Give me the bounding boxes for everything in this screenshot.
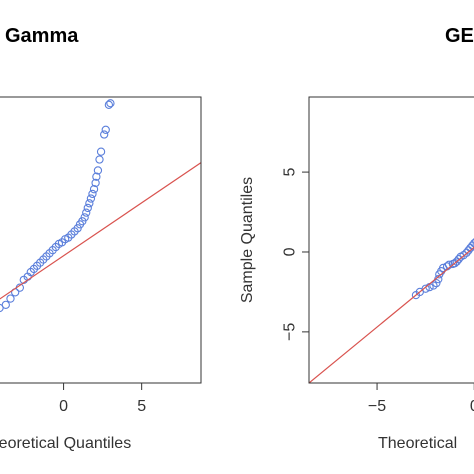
sample-point <box>83 203 92 213</box>
sample-point <box>88 189 97 199</box>
ge-title: GE <box>445 25 474 47</box>
gamma-x-axis-label: Theoretical Quantiles <box>0 435 131 452</box>
ge-y-axis-label: Sample Quantiles <box>239 177 256 303</box>
sample-point <box>93 166 103 175</box>
sample-point <box>100 130 109 139</box>
sample-point <box>82 208 91 217</box>
x-tick-label: 5 <box>137 398 146 415</box>
ge-y-axis: −5 0 5 <box>282 168 309 341</box>
ge-x-axis: −5 0 <box>368 383 474 415</box>
sample-point <box>91 178 100 188</box>
sample-point <box>96 147 106 156</box>
y-tick-label: −5 <box>282 323 299 341</box>
sample-point <box>106 99 115 108</box>
sample-point <box>104 100 114 109</box>
sample-point <box>6 294 15 303</box>
sample-point <box>421 284 430 293</box>
gamma-plot-frame <box>0 96 202 384</box>
sample-point <box>1 300 10 310</box>
ge-x-axis-label: Theoretical <box>378 435 457 452</box>
sample-point <box>95 155 104 164</box>
gamma-title: Gamma <box>5 25 79 47</box>
x-tick-label: 0 <box>59 398 68 415</box>
sample-point <box>80 213 89 222</box>
sample-point <box>86 194 96 203</box>
sample-point <box>92 172 101 181</box>
sample-point <box>470 239 474 248</box>
y-tick-label: 5 <box>282 168 299 177</box>
gamma-plot-area <box>0 99 201 313</box>
x-tick-label: 0 <box>470 398 474 415</box>
reference-line <box>0 162 201 300</box>
x-tick-label: −5 <box>368 398 386 415</box>
ge-panel: GE −5 0 −5 0 5 Theoretical Sample Quantiles <box>239 25 474 452</box>
sample-point <box>85 199 94 208</box>
sample-point <box>101 125 110 134</box>
ge-plot-area <box>309 238 474 383</box>
reference-line <box>309 246 474 383</box>
sample-point <box>432 278 441 288</box>
y-tick-label: 0 <box>282 247 299 256</box>
ge-plot-frame <box>308 96 474 384</box>
sample-point <box>472 238 474 246</box>
sample-point <box>454 255 463 264</box>
sample-point <box>89 185 99 194</box>
gamma-panel: Gamma 05 Theoretical Quantiles <box>0 25 202 452</box>
